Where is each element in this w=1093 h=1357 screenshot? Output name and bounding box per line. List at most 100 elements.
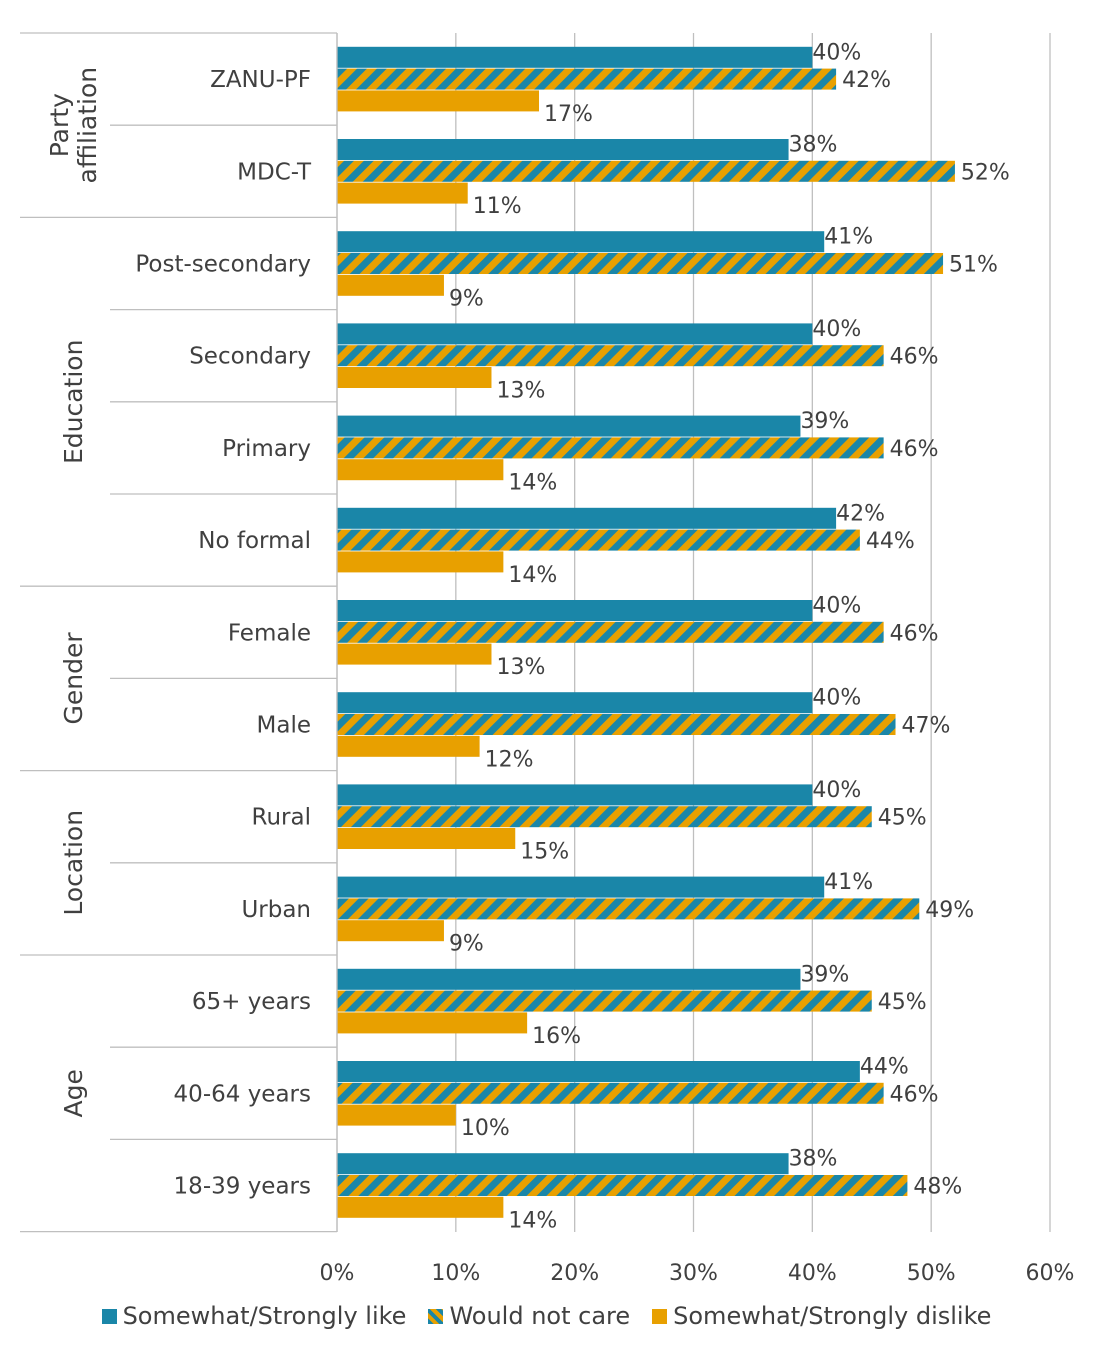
bar [337,1061,860,1082]
category-label: ZANU-PF [210,67,311,93]
data-label: 44% [860,1055,909,1080]
group-label: Education [59,340,88,464]
group-label-line: affiliation [73,67,102,184]
data-label: 46% [890,437,939,462]
category-label: Secondary [189,344,311,370]
bar [337,551,504,573]
category-dividers [20,32,338,1233]
legend-swatch [428,1308,444,1324]
bar [337,345,884,367]
x-tick-label: 60% [1026,1261,1075,1286]
bar [337,643,492,665]
bar [337,920,444,942]
bar [337,160,955,182]
legend-item: Would not care [428,1302,630,1330]
bar [337,990,872,1012]
legend-label: Would not care [449,1302,631,1330]
group-label: Gender [59,632,88,725]
category-label: MDC-T [237,159,312,185]
category-label: 40-64 years [174,1081,311,1107]
data-label: 46% [890,345,939,370]
legend-label: Somewhat/Strongly like [122,1302,407,1330]
bar [337,735,480,757]
x-tick-label: 50% [907,1261,956,1286]
legend-item: Somewhat/Strongly dislike [652,1302,991,1330]
data-label: 51% [949,253,998,278]
bar [337,898,920,920]
data-label: 41% [824,225,873,250]
category-labels: ZANU-PF MDC-T Post-secondary Secondary Prima… [135,67,312,1199]
data-label: 9% [449,286,484,311]
data-label: 46% [890,621,939,646]
legend-swatch [101,1308,117,1324]
x-tick-label: 40% [788,1261,837,1286]
bar [337,784,813,806]
bar [337,90,540,112]
x-tick-label: 20% [550,1261,599,1286]
bar [337,253,944,274]
data-label: 46% [890,1082,939,1107]
data-labels: 40% 42% 17% 38% 52% 11% 41% 51% 9% 40% 46% 13% 39% 46… [449,40,1010,1233]
data-label: 40% [812,317,861,342]
bar [337,437,884,459]
data-label: 45% [878,806,927,831]
category-label: Male [257,713,311,739]
category-label: Post-secondary [135,252,311,278]
bar [337,1012,528,1034]
legend: Somewhat/Strongly like Would not care Some… [0,1302,1093,1330]
data-label: 48% [913,1175,962,1200]
bar [337,876,825,898]
x-tick-label: 10% [431,1261,480,1286]
x-tick-labels: 0% 10% 20% 30% 40% 50% 60% [320,1261,1075,1286]
group-labels: Partyaffiliation Education Gender Location A… [45,67,102,1118]
bar [337,415,801,437]
data-label: 15% [520,840,569,865]
bar [337,1104,456,1126]
bar [337,600,813,621]
data-label: 40% [812,686,861,711]
bar [337,1082,884,1104]
group-label: Location [59,810,88,916]
bar-chart: 40% 42% 17% 38% 52% 11% 41% 51% 9% 40% 46% 13% 39% 46… [20,32,1075,1286]
bar [337,806,872,828]
bar [337,529,860,551]
bar [337,692,813,714]
data-label: 41% [824,870,873,895]
x-tick-label: 0% [320,1261,355,1286]
bar [337,714,896,735]
data-label: 13% [496,655,545,680]
category-label: Urban [241,897,311,923]
category-label: 18-39 years [174,1174,311,1200]
bar [337,139,789,160]
data-label: 16% [532,1024,581,1049]
category-label: Female [228,620,311,646]
bar [337,459,504,481]
bar [337,231,825,253]
data-label: 12% [485,747,534,772]
data-label: 38% [789,133,838,158]
data-label: 40% [812,594,861,619]
bar [337,274,444,296]
data-label: 10% [461,1116,510,1141]
data-label: 42% [836,501,885,526]
category-label: Primary [222,436,311,462]
bar [337,1153,789,1175]
data-label: 9% [449,932,484,957]
bar [337,1175,908,1196]
bar [337,323,813,345]
data-label: 45% [878,990,927,1015]
data-label: 40% [812,778,861,803]
data-label: 13% [496,379,545,404]
category-label: 65+ years [192,989,311,1015]
data-label: 38% [789,1147,838,1172]
data-label: 14% [508,1208,557,1233]
data-label: 47% [902,714,951,739]
category-label: No formal [198,528,311,554]
bar [337,367,492,388]
bar [337,507,837,529]
bar [337,46,813,68]
category-label: Rural [252,805,311,831]
bar [337,1196,504,1218]
data-label: 44% [866,529,915,554]
